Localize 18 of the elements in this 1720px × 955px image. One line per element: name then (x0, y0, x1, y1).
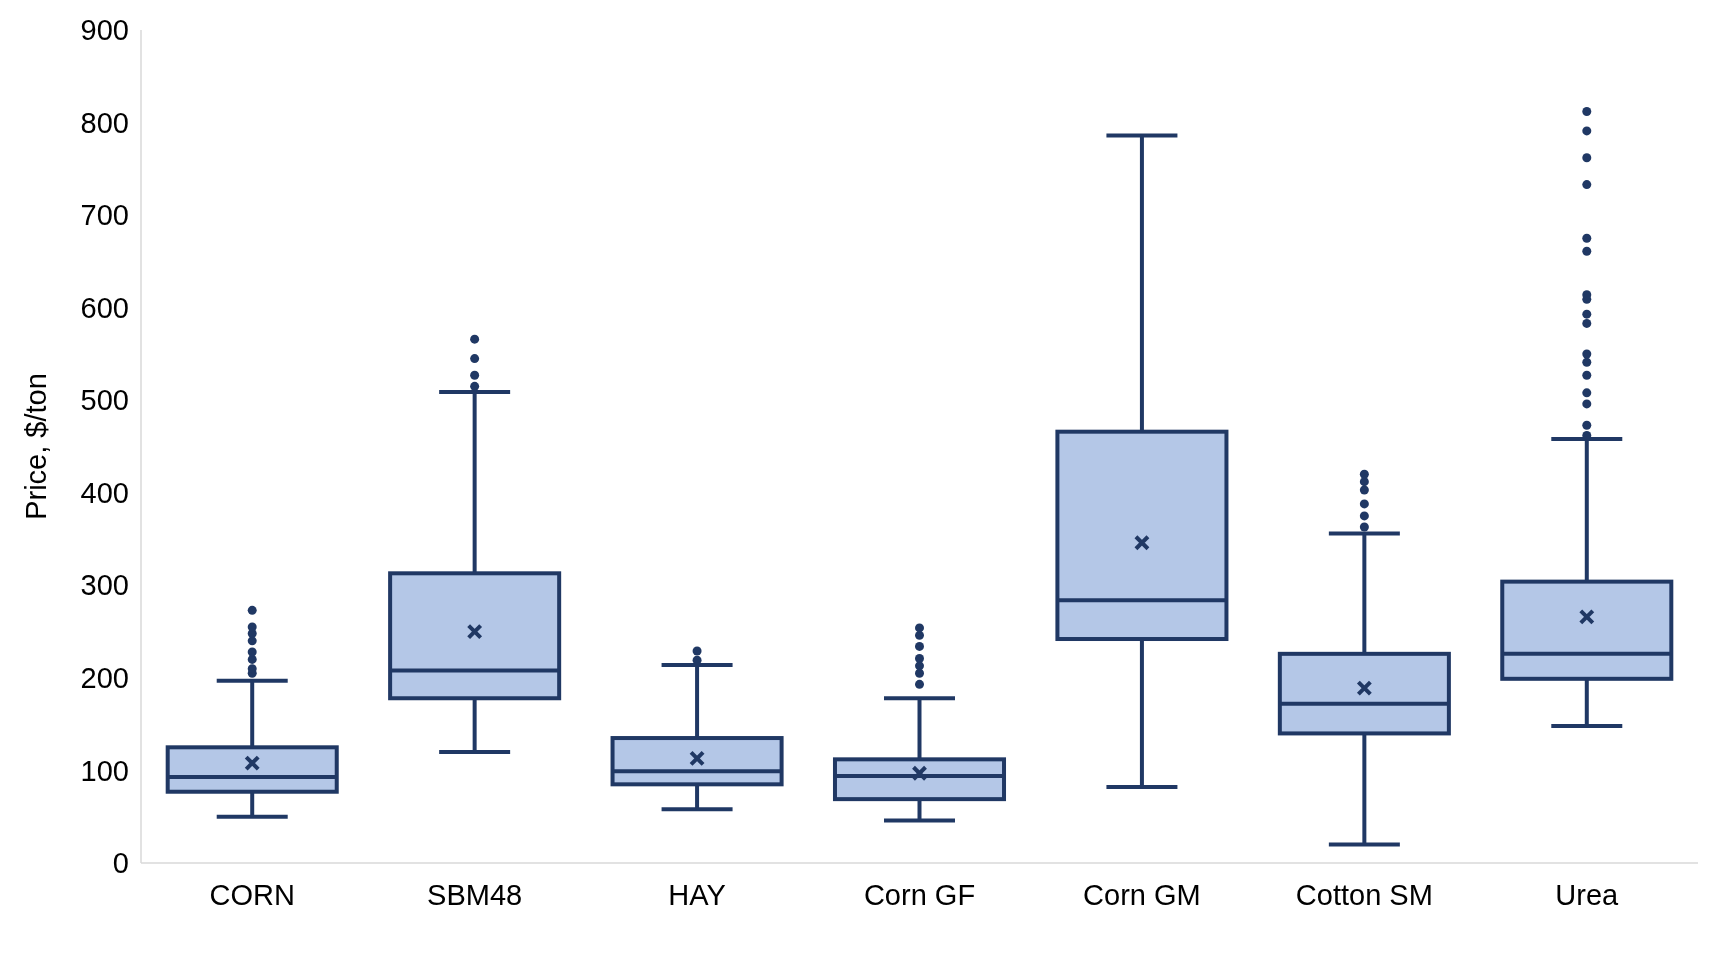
y-tick-label: 500 (80, 384, 129, 417)
y-tick-label: 300 (80, 569, 129, 602)
y-tick-label: 600 (80, 291, 129, 324)
y-tick-label: 700 (80, 199, 129, 232)
x-tick-label: Cotton SM (1295, 879, 1433, 911)
y-tick-label: 100 (80, 754, 129, 787)
y-tick-label: 900 (80, 14, 129, 47)
x-tick-label: SBM48 (427, 879, 523, 911)
y-tick-label: 800 (80, 106, 129, 139)
y-axis-title: Price, $/ton (20, 373, 52, 520)
y-tick-label: 400 (80, 476, 129, 509)
x-tick-label: Corn GM (1083, 879, 1201, 911)
x-tick-label: HAY (668, 879, 726, 911)
x-tick-label: Corn GF (863, 879, 976, 911)
y-tick-label: 0 (112, 847, 129, 880)
x-tick-label: Urea (1555, 879, 1620, 911)
y-tick-label: 200 (80, 662, 129, 695)
x-tick-label: CORN (209, 879, 295, 911)
